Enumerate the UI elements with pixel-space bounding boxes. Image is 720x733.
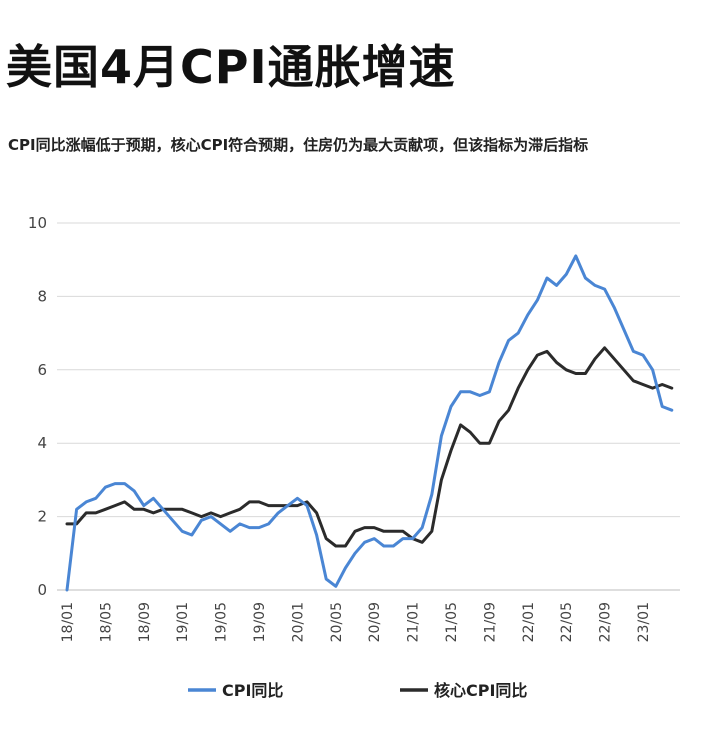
y-tick-label: 4 bbox=[37, 434, 47, 452]
x-tick-label: 21/05 bbox=[444, 602, 460, 642]
x-tick-label: 22/05 bbox=[559, 602, 575, 642]
x-tick-label: 18/09 bbox=[137, 602, 153, 642]
y-tick-label: 2 bbox=[37, 508, 47, 526]
y-axis-ticks: 0 2 4 6 8 10 bbox=[28, 214, 47, 599]
x-tick-label: 20/01 bbox=[290, 602, 306, 642]
x-tick-label: 19/01 bbox=[175, 602, 191, 642]
chart-series bbox=[65, 254, 674, 592]
x-tick-label: 18/01 bbox=[60, 602, 76, 642]
y-tick-label: 10 bbox=[28, 214, 47, 232]
x-axis-ticks: 18/01 18/05 18/09 19/01 19/05 19/09 20/01 20/05… bbox=[60, 602, 652, 642]
x-tick-label: 21/01 bbox=[406, 602, 422, 642]
x-tick-label: 19/09 bbox=[252, 602, 268, 642]
chart-gridlines bbox=[57, 222, 680, 591]
x-tick-label: 20/09 bbox=[367, 602, 383, 642]
y-tick-label: 8 bbox=[37, 287, 47, 305]
y-tick-label: 0 bbox=[37, 581, 47, 599]
y-tick-label: 6 bbox=[37, 361, 47, 379]
x-tick-label: 20/05 bbox=[329, 602, 345, 642]
chart-legend: CPI同比 核心CPI同比 bbox=[188, 681, 527, 700]
legend-label-1: 核心CPI同比 bbox=[434, 681, 527, 700]
x-tick-label: 18/05 bbox=[98, 602, 114, 642]
x-tick-label: 21/09 bbox=[482, 602, 498, 642]
page-title: 美国4月CPI通胀增速 bbox=[6, 40, 456, 94]
legend-label-0: CPI同比 bbox=[222, 681, 283, 700]
series-line-0 bbox=[65, 254, 674, 592]
x-tick-label: 22/01 bbox=[521, 602, 537, 642]
x-tick-label: 22/09 bbox=[598, 602, 614, 642]
series-line-1 bbox=[65, 346, 674, 548]
page-subtitle: CPI同比涨幅低于预期，核心CPI符合预期，住房仍为最大贡献项，但该指标为滞后指… bbox=[8, 136, 589, 154]
x-tick-label: 23/01 bbox=[636, 602, 652, 642]
x-tick-label: 19/05 bbox=[214, 602, 230, 642]
